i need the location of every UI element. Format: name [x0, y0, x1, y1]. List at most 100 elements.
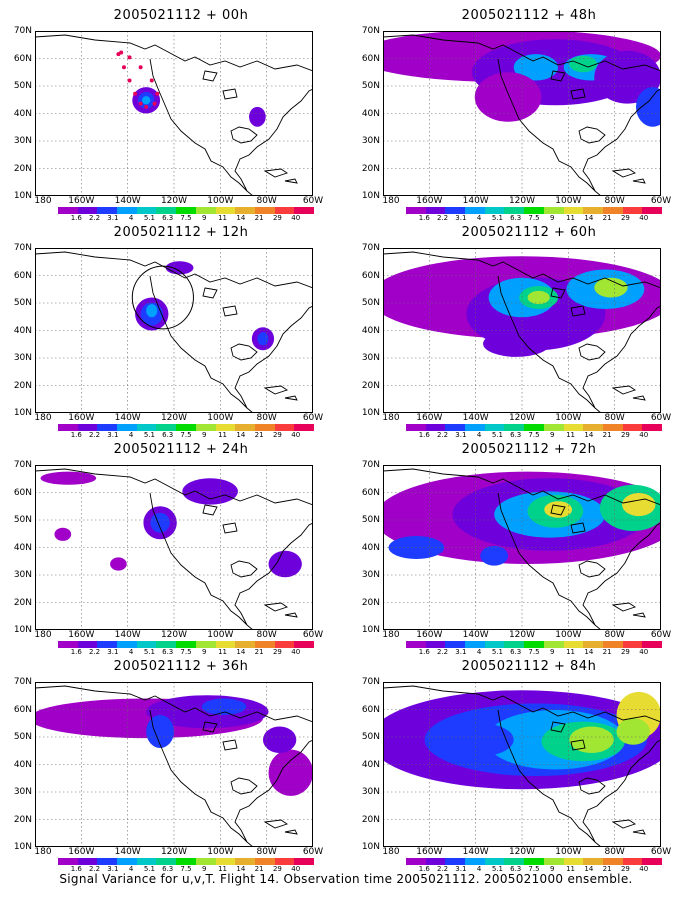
- observation-point: [152, 101, 157, 106]
- observation-point: [127, 55, 132, 60]
- panel-title: 2005021112 + 48h: [461, 8, 597, 23]
- colorbar-swatch: [504, 424, 525, 431]
- panel-title: 2005021112 + 72h: [461, 442, 597, 457]
- lat-tick-label: 50N: [13, 298, 32, 308]
- lat-tick-label: 10N: [361, 625, 380, 635]
- lat-tick-label: 60N: [13, 487, 32, 498]
- colorbar-swatch: [484, 207, 505, 214]
- lat-tick-label: 40N: [361, 759, 380, 770]
- lon-tick-label: 120W: [160, 847, 188, 857]
- colorbar-label: 21: [602, 865, 612, 873]
- map-border: [383, 248, 661, 413]
- colorbar-label: 40: [639, 865, 649, 873]
- colorbar-swatch: [117, 424, 137, 431]
- colorbar-label: 1.6: [418, 865, 430, 873]
- lon-tick-label: 80W: [604, 630, 625, 640]
- lon-tick-label: 60W: [650, 196, 672, 206]
- colorbar-label: 40: [291, 648, 301, 656]
- colorbar-label: 1.6: [70, 431, 82, 439]
- lat-tick-label: 50N: [361, 298, 380, 308]
- lon-tick-label: 100W: [207, 847, 234, 857]
- coastline: [383, 251, 661, 413]
- lon-tick-label: 180: [34, 413, 52, 423]
- lon-tick-label: 140W: [114, 196, 141, 206]
- colorbar-label: 1.6: [70, 865, 82, 873]
- lon-tick-label: 60W: [302, 847, 324, 857]
- colorbar-label: 9: [550, 648, 555, 656]
- lat-tick-label: 40N: [13, 108, 32, 119]
- observation-point: [138, 101, 143, 106]
- colorbar-label: 5.1: [491, 648, 503, 656]
- colorbar-swatch: [425, 424, 446, 431]
- colorbar-swatch: [294, 858, 314, 865]
- colorbar-swatch: [406, 641, 426, 648]
- colorbar-swatch: [602, 641, 623, 648]
- colorbar-swatch: [563, 424, 584, 431]
- colorbar-swatch: [524, 424, 544, 431]
- colorbar-swatch: [484, 641, 505, 648]
- lat-tick-label: 40N: [13, 759, 32, 770]
- colorbar-swatch: [642, 424, 662, 431]
- colorbar-label: 14: [584, 648, 594, 656]
- lon-tick-label: 100W: [555, 847, 582, 857]
- variance-contour: [480, 545, 509, 566]
- lat-tick-label: 60N: [361, 487, 380, 498]
- lon-tick-label: 80W: [256, 413, 277, 423]
- colorbar-label: 14: [236, 865, 246, 873]
- variance-contour: [268, 550, 302, 578]
- map-border: [383, 465, 661, 630]
- variance-contour: [569, 726, 614, 753]
- lon-tick-label: 160W: [68, 847, 95, 857]
- colorbar-label: 9: [202, 648, 207, 656]
- lon-tick-label: 100W: [555, 630, 582, 640]
- lon-tick-label: 160W: [68, 630, 95, 640]
- panel-title: 2005021112 + 24h: [113, 442, 249, 457]
- colorbar-swatch: [176, 424, 196, 431]
- colorbar-label: 21: [602, 648, 612, 656]
- colorbar-swatch: [583, 207, 603, 214]
- lat-tick-label: 30N: [13, 136, 32, 146]
- lon-tick-label: 120W: [508, 847, 536, 857]
- colorbar-swatch: [484, 424, 505, 431]
- lat-tick-label: 20N: [13, 597, 32, 608]
- colorbar-swatch: [58, 424, 78, 431]
- colorbar-labels: 1.6 2.2 3.1 4 5.1 6.3 7.5 9 11 14 21 29 40: [58, 648, 314, 657]
- colorbar-swatch: [504, 207, 525, 214]
- colorbar: [58, 641, 314, 648]
- lat-tick-label: 30N: [361, 353, 380, 363]
- colorbar-swatch: [58, 207, 78, 214]
- colorbar-swatch: [156, 207, 177, 214]
- colorbar: [58, 207, 314, 214]
- lon-tick-label: 180: [34, 630, 52, 640]
- colorbar-label: 40: [291, 431, 301, 439]
- colorbar-label: 21: [254, 214, 264, 222]
- colorbar-label: 6.3: [162, 214, 174, 222]
- variance-contour: [110, 557, 127, 571]
- map-panel: 2005021112 + 36h 70N 60N 50N 40N 30N 20N 10N 180…: [2, 659, 332, 873]
- colorbar-swatch: [602, 207, 623, 214]
- map-panel: 2005021112 + 72h 70N 60N 50N 40N 30N 20N 10N 180…: [350, 442, 680, 656]
- colorbar-label: 2.2: [88, 431, 101, 439]
- lat-tick-label: 70N: [13, 677, 32, 687]
- lon-tick-label: 80W: [256, 847, 277, 857]
- colorbar-swatch: [543, 641, 564, 648]
- colorbar-label: 14: [584, 214, 594, 222]
- lon-tick-label: 60W: [650, 413, 672, 423]
- colorbar-swatch: [97, 207, 118, 214]
- lon-tick-label: 140W: [114, 413, 141, 423]
- lat-tick-label: 70N: [361, 677, 380, 687]
- colorbar-swatch: [176, 641, 196, 648]
- colorbar-label: 2.2: [436, 865, 449, 873]
- colorbar-swatch: [445, 858, 466, 865]
- map-area: [35, 248, 313, 413]
- colorbar-swatch: [77, 641, 98, 648]
- lon-tick-label: 80W: [604, 413, 625, 423]
- colorbar-label: 14: [584, 865, 594, 873]
- colorbar: [58, 858, 314, 865]
- colorbar-label: 3.1: [107, 648, 119, 656]
- map-panel: 2005021112 + 48h 70N 60N 50N 40N 30N 20N 10N 180…: [350, 8, 680, 222]
- colorbar-label: 21: [254, 865, 264, 873]
- colorbar-swatch: [602, 858, 623, 865]
- colorbar-swatch: [563, 858, 584, 865]
- colorbar-swatch: [274, 858, 295, 865]
